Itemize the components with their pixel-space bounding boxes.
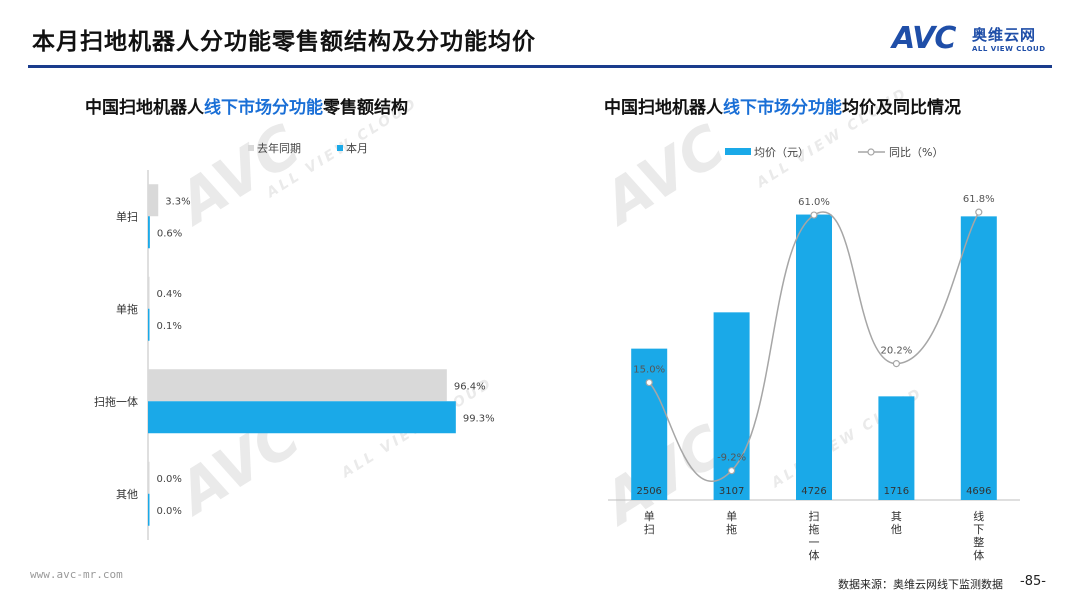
data-label: 0.1% <box>157 321 182 332</box>
category-label: 单扫 <box>116 210 138 223</box>
left-title-highlight: 线下市场分功能 <box>204 98 323 118</box>
line-value-label: 61.8% <box>963 194 995 205</box>
bar <box>148 216 150 249</box>
left-title-post: 零售额结构 <box>323 98 408 118</box>
legend-label: 同比（%） <box>889 146 943 159</box>
bar <box>148 308 150 341</box>
bar <box>148 184 159 217</box>
data-label: 0.0% <box>157 474 182 485</box>
bar <box>796 214 832 500</box>
data-label: 0.6% <box>157 228 182 239</box>
logo-mark: AVC <box>892 21 956 56</box>
avc-logo: AVC 奥维云网 ALL VIEW CLOUD <box>892 22 1062 60</box>
category-label: 其他 <box>116 488 138 501</box>
line-value-label: 61.0% <box>798 197 830 208</box>
data-label: 96.4% <box>454 381 486 392</box>
data-label: 0.0% <box>157 506 182 517</box>
line-value-label: 15.0% <box>633 365 665 376</box>
category-label: 扫拖一体 <box>809 510 820 562</box>
logo-en-text: ALL VIEW CLOUD <box>972 45 1046 53</box>
legend-label: 去年同期 <box>257 141 301 155</box>
footer-source: 数据来源：奥维云网线下监测数据 <box>838 578 1003 591</box>
legend-marker <box>867 148 875 156</box>
bar-value-label: 1716 <box>884 486 909 497</box>
right-combo-chart: 均价（元） 同比（%） 2506 单扫 3107 单拖 4726 扫拖一体 1716 其他 4696… <box>608 146 1020 562</box>
bar <box>148 369 447 402</box>
right-title-post: 均价及同比情况 <box>842 98 961 118</box>
line-marker <box>892 360 900 368</box>
bar-value-label: 4726 <box>801 486 826 497</box>
line-marker <box>975 208 983 216</box>
data-label: 99.3% <box>463 413 495 424</box>
bar <box>631 348 668 500</box>
page-number: -85- <box>1020 574 1046 589</box>
bar-value-label: 4696 <box>966 486 991 497</box>
bar <box>960 216 997 500</box>
category-label: 单扫 <box>644 510 655 536</box>
line-marker <box>645 378 653 387</box>
data-label: 3.3% <box>165 196 190 207</box>
right-title-pre: 中国扫地机器人 <box>604 98 723 118</box>
title-rule <box>28 65 1052 68</box>
bar-value-label: 2506 <box>636 486 661 497</box>
bar <box>148 493 150 526</box>
legend-swatch <box>725 148 751 155</box>
line-value-label: 20.2% <box>881 346 913 357</box>
line-marker <box>728 467 736 475</box>
left-title-pre: 中国扫地机器人 <box>85 98 204 118</box>
legend-label: 本月 <box>346 141 368 155</box>
bar <box>148 401 456 434</box>
bar <box>148 461 150 494</box>
bar <box>878 396 915 500</box>
line-value-label: -9.2% <box>717 453 746 464</box>
right-title-highlight: 线下市场分功能 <box>723 98 842 118</box>
right-chart-title: 中国扫地机器人线下市场分功能均价及同比情况 <box>604 93 961 118</box>
legend-swatch <box>248 145 254 151</box>
category-label: 线下整体 <box>973 509 984 562</box>
bar-value-label: 3107 <box>719 486 744 497</box>
logo-cn-text: 奥维云网 <box>972 26 1037 44</box>
category-label: 单拖 <box>726 510 737 536</box>
left-chart-title: 中国扫地机器人线下市场分功能零售额结构 <box>85 93 408 118</box>
page-title: 本月扫地机器人分功能零售额结构及分功能均价 <box>32 29 536 55</box>
legend-label: 均价（元） <box>754 146 809 159</box>
line-marker <box>810 211 818 219</box>
category-label: 其他 <box>891 510 902 536</box>
category-label: 扫拖一体 <box>94 394 138 408</box>
data-label: 0.4% <box>157 289 182 300</box>
legend-swatch <box>337 145 343 151</box>
bar <box>148 276 150 309</box>
footer-url: www.avc-mr.com <box>30 568 123 581</box>
category-label: 单拖 <box>116 302 138 316</box>
